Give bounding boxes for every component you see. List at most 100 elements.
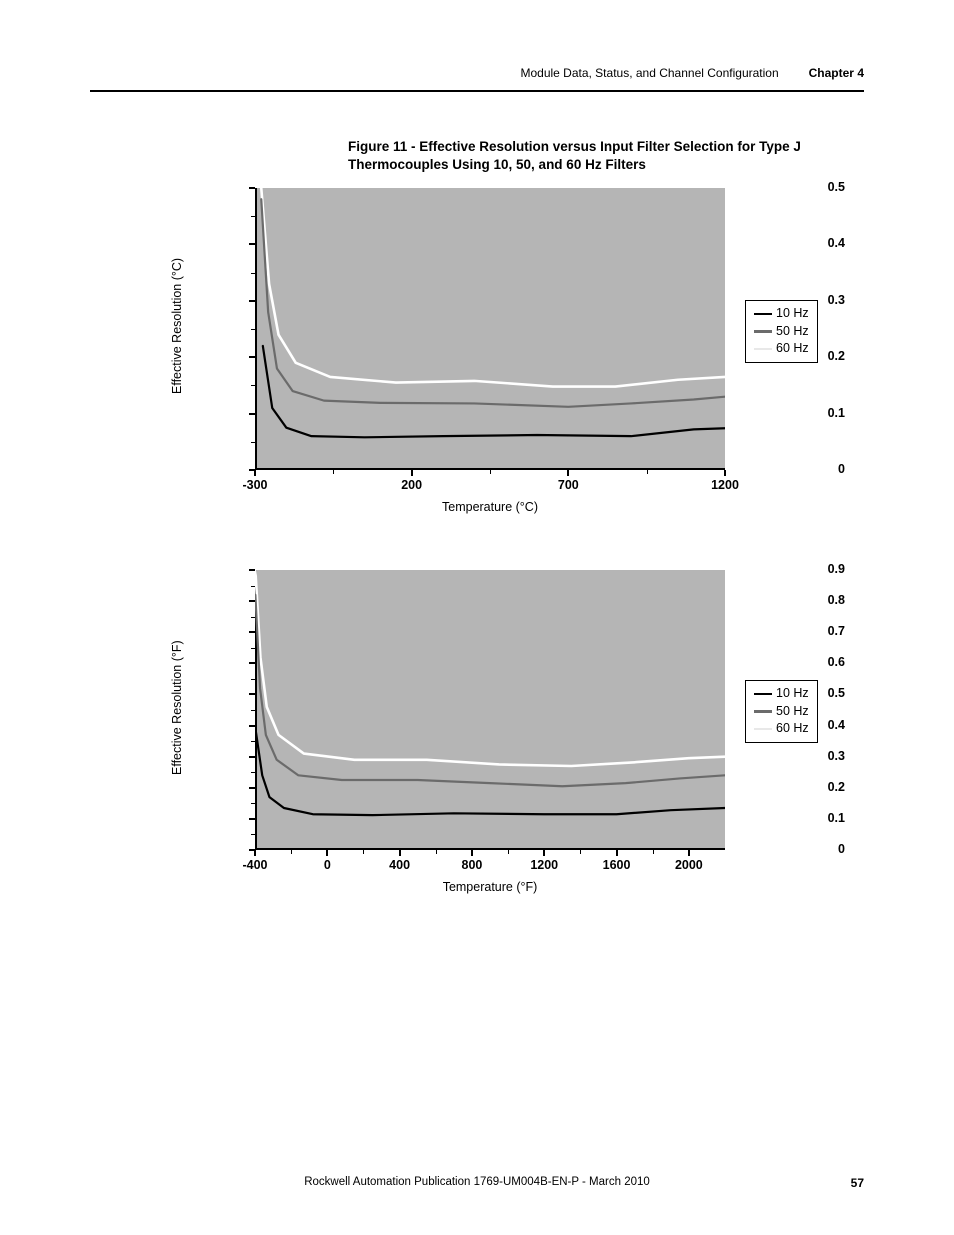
y-tick-mark — [249, 725, 255, 727]
legend-label: 60 Hz — [776, 720, 809, 738]
x-tick-mark — [326, 850, 328, 856]
chart-fahrenheit: 00.10.20.30.40.50.60.70.80.9-40004008001… — [145, 555, 845, 910]
chart-legend: 10 Hz50 Hz60 Hz — [745, 680, 818, 743]
x-tick-mark — [688, 850, 690, 856]
y-minor-tick — [251, 741, 255, 742]
x-minor-tick — [363, 850, 364, 854]
x-axis-label: Temperature (°C) — [255, 500, 725, 514]
x-minor-tick — [653, 850, 654, 854]
legend-swatch — [754, 710, 772, 713]
x-tick-mark — [471, 850, 473, 856]
y-tick-label: 0.7 — [745, 624, 845, 638]
y-tick-mark — [249, 356, 255, 358]
y-tick-mark — [249, 662, 255, 664]
x-tick-label: 1200 — [530, 858, 558, 872]
x-tick-label: 400 — [389, 858, 410, 872]
y-tick-mark — [249, 787, 255, 789]
y-axis-label: Effective Resolution (°C) — [170, 258, 184, 394]
y-minor-tick — [251, 442, 255, 443]
legend-swatch — [754, 728, 772, 731]
x-tick-label: 800 — [461, 858, 482, 872]
x-tick-label: 1600 — [603, 858, 631, 872]
x-minor-tick — [291, 850, 292, 854]
x-minor-tick — [436, 850, 437, 854]
header-chapter-label: Chapter 4 — [809, 66, 864, 80]
figure-title: Figure 11 - Effective Resolution versus … — [348, 138, 834, 173]
legend-swatch — [754, 348, 772, 351]
y-minor-tick — [251, 586, 255, 587]
x-minor-tick — [333, 470, 334, 474]
legend-swatch — [754, 693, 772, 696]
legend-label: 10 Hz — [776, 685, 809, 703]
y-axis-label: Effective Resolution (°F) — [170, 640, 184, 775]
page-header: Module Data, Status, and Channel Configu… — [90, 66, 864, 88]
legend-label: 50 Hz — [776, 323, 809, 341]
y-minor-tick — [251, 834, 255, 835]
x-tick-mark — [254, 470, 256, 476]
chart-legend: 10 Hz50 Hz60 Hz — [745, 300, 818, 363]
x-minor-tick — [508, 850, 509, 854]
y-minor-tick — [251, 216, 255, 217]
legend-item: 60 Hz — [754, 340, 809, 358]
legend-swatch — [754, 313, 772, 316]
y-minor-tick — [251, 710, 255, 711]
x-tick-label: 200 — [401, 478, 422, 492]
legend-item: 60 Hz — [754, 720, 809, 738]
chart-celsius: 00.10.20.30.40.5-3002007001200Effective … — [145, 185, 845, 525]
y-tick-mark — [249, 569, 255, 571]
header-rule — [90, 90, 864, 92]
x-tick-mark — [567, 470, 569, 476]
y-minor-tick — [251, 329, 255, 330]
legend-item: 10 Hz — [754, 305, 809, 323]
y-tick-mark — [249, 300, 255, 302]
x-tick-mark — [254, 850, 256, 856]
y-minor-tick — [251, 617, 255, 618]
legend-label: 10 Hz — [776, 305, 809, 323]
y-tick-label: 0.9 — [745, 562, 845, 576]
header-section-title: Module Data, Status, and Channel Configu… — [520, 66, 778, 80]
y-minor-tick — [251, 772, 255, 773]
y-tick-mark — [249, 413, 255, 415]
y-tick-label: 0 — [745, 842, 845, 856]
plot-area — [255, 188, 725, 470]
x-minor-tick — [647, 470, 648, 474]
x-tick-label: 700 — [558, 478, 579, 492]
legend-swatch — [754, 330, 772, 333]
legend-item: 50 Hz — [754, 323, 809, 341]
y-tick-mark — [249, 600, 255, 602]
y-tick-label: 0.2 — [745, 780, 845, 794]
legend-item: 50 Hz — [754, 703, 809, 721]
x-tick-label: 1200 — [711, 478, 739, 492]
x-tick-label: -300 — [242, 478, 267, 492]
footer-publication-text: Rockwell Automation Publication 1769-UM0… — [304, 1176, 650, 1188]
x-tick-mark — [399, 850, 401, 856]
y-tick-mark — [249, 756, 255, 758]
y-tick-label: 0 — [745, 462, 845, 476]
y-minor-tick — [251, 648, 255, 649]
x-tick-mark — [543, 850, 545, 856]
x-tick-label: 2000 — [675, 858, 703, 872]
plot-area — [255, 570, 725, 850]
y-minor-tick — [251, 803, 255, 804]
y-tick-mark — [249, 693, 255, 695]
y-minor-tick — [251, 679, 255, 680]
x-minor-tick — [490, 470, 491, 474]
y-minor-tick — [251, 385, 255, 386]
y-tick-mark — [249, 818, 255, 820]
y-tick-label: 0.8 — [745, 593, 845, 607]
x-minor-tick — [580, 850, 581, 854]
x-tick-mark — [411, 470, 413, 476]
x-tick-label: 0 — [324, 858, 331, 872]
x-tick-mark — [616, 850, 618, 856]
x-tick-mark — [724, 470, 726, 476]
legend-label: 50 Hz — [776, 703, 809, 721]
y-tick-mark — [249, 243, 255, 245]
y-tick-label: 0.6 — [745, 655, 845, 669]
x-tick-label: -400 — [242, 858, 267, 872]
legend-item: 10 Hz — [754, 685, 809, 703]
y-tick-mark — [249, 631, 255, 633]
y-tick-mark — [249, 187, 255, 189]
page-number: 57 — [851, 1176, 864, 1190]
y-tick-label: 0.5 — [745, 180, 845, 194]
y-tick-label: 0.1 — [745, 811, 845, 825]
